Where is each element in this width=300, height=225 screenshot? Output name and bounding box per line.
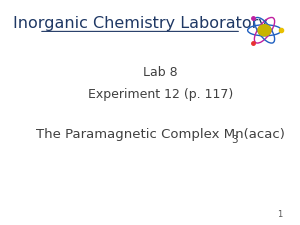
- Circle shape: [258, 25, 271, 36]
- Text: 3: 3: [231, 135, 238, 145]
- Text: Experiment 12 (p. 117): Experiment 12 (p. 117): [88, 88, 233, 101]
- Text: Inorganic Chemistry Laboratory: Inorganic Chemistry Laboratory: [13, 16, 268, 31]
- Text: 1: 1: [278, 210, 283, 219]
- Text: The Paramagnetic Complex Mn(acac): The Paramagnetic Complex Mn(acac): [36, 128, 285, 141]
- Text: Lab 8: Lab 8: [143, 66, 178, 79]
